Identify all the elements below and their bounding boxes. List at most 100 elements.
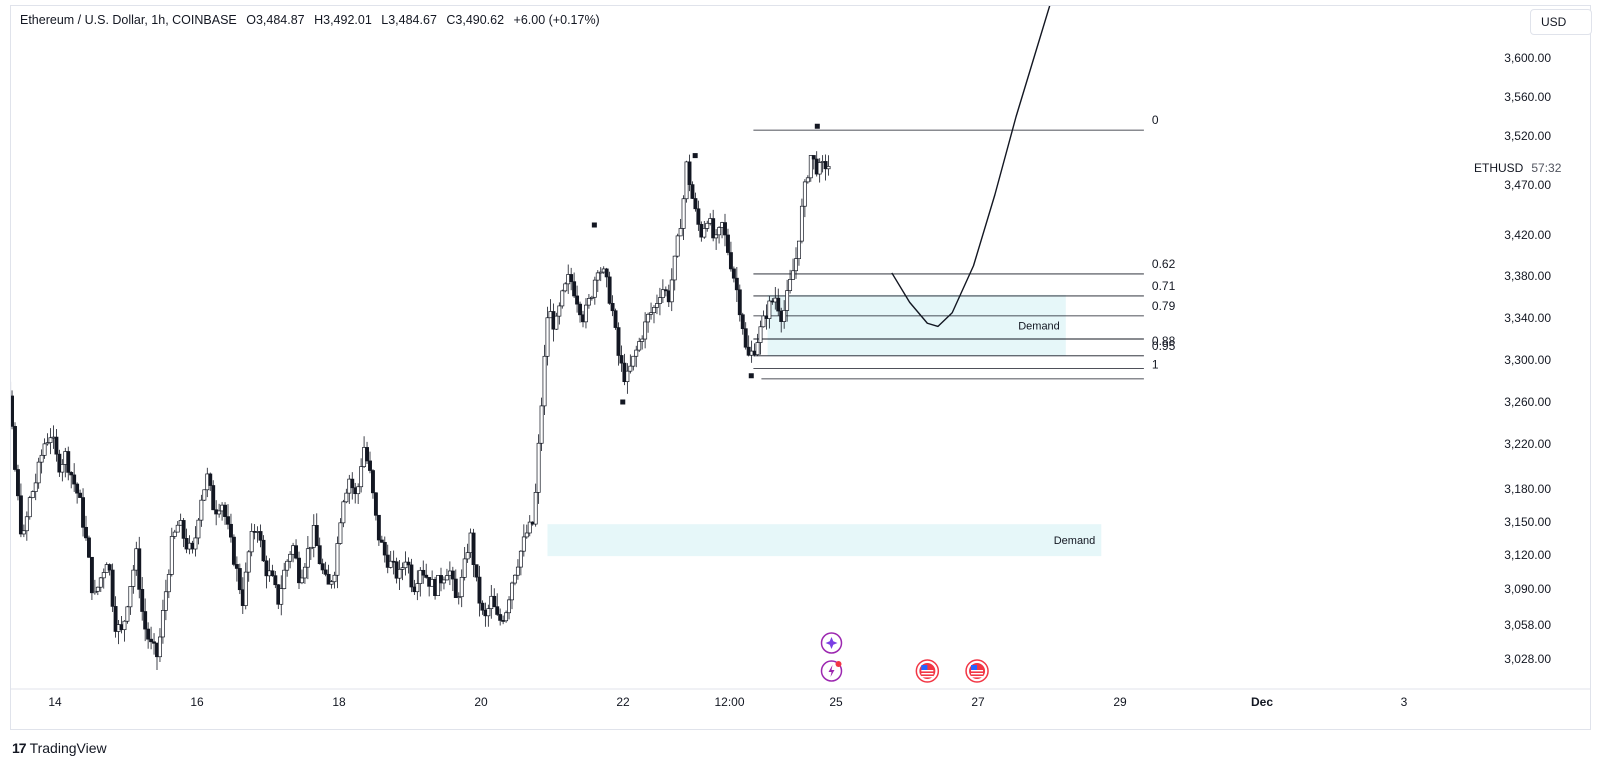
candle-body [628, 365, 633, 372]
candle-33 [75, 482, 80, 504]
candle-181 [513, 574, 517, 586]
candle-108 [297, 551, 301, 590]
candle-body [533, 492, 538, 525]
sparkle-shape [825, 637, 838, 649]
candle-body [169, 536, 174, 575]
swing-markers-layer [591, 123, 820, 405]
candle-258 [740, 312, 745, 335]
candle-119 [329, 580, 334, 589]
time-tick-label: 3 [1401, 695, 1408, 709]
candle-body [625, 370, 630, 383]
candle-body [507, 599, 511, 614]
candle-230 [657, 287, 662, 316]
candle-body [382, 542, 387, 556]
candle-body [258, 531, 263, 541]
candle-body [57, 453, 62, 473]
candle-body [158, 636, 162, 658]
candle-22 [42, 438, 47, 459]
candle-body [243, 571, 248, 606]
candle-242 [693, 192, 698, 212]
candle-body [714, 234, 719, 239]
candle-87 [234, 556, 239, 582]
swing-marker-4 [620, 399, 626, 405]
candle-body [13, 426, 17, 470]
candle-body [643, 321, 648, 340]
us-flag-event-icon[interactable] [965, 659, 989, 683]
candle-body [610, 302, 615, 312]
candle-body [60, 464, 65, 473]
candle-body [113, 606, 118, 632]
candle-body [767, 300, 772, 319]
candle-61 [158, 628, 162, 663]
candle-body [731, 268, 736, 279]
candle-body [92, 590, 97, 594]
candle-body [799, 205, 804, 242]
candle-99 [270, 564, 275, 577]
candle-39 [92, 579, 97, 595]
candle-209 [595, 270, 600, 293]
candle-body [42, 443, 47, 456]
tradingview-brand[interactable]: 17 TradingView [12, 740, 107, 756]
candle-184 [521, 524, 526, 557]
candle-body [702, 228, 707, 238]
lightning-shape [828, 665, 835, 677]
candle-44 [107, 563, 112, 576]
candle-body [811, 155, 816, 160]
candle-148 [415, 570, 420, 601]
lightning-event-icon[interactable] [820, 660, 843, 682]
candle-body [515, 566, 520, 576]
candle-238 [681, 195, 686, 240]
candle-body [652, 307, 656, 314]
candle-body [542, 355, 547, 407]
candle-body [326, 573, 331, 585]
candle-168 [474, 564, 479, 582]
candle-body [687, 161, 692, 185]
candle-body [518, 550, 523, 568]
candle-body [586, 298, 591, 306]
candle-body [237, 568, 242, 591]
sparkle-event-icon[interactable] [820, 632, 843, 654]
candle-151 [424, 563, 429, 579]
candle-198 [563, 282, 568, 293]
candle-body [335, 543, 340, 576]
candle-195 [554, 312, 559, 330]
candle-110 [302, 563, 307, 584]
flag-stripe [921, 676, 934, 678]
event-dot [835, 661, 842, 667]
candle-205 [584, 298, 588, 329]
candle-body [89, 556, 94, 594]
candle-36 [84, 515, 88, 541]
candle-248 [711, 209, 716, 242]
candle-63 [163, 579, 168, 621]
candle-201 [572, 272, 577, 298]
candle-body [101, 572, 106, 579]
candle-body [166, 574, 171, 593]
candle-42 [101, 568, 106, 589]
fib-label-2: 0.71 [1152, 279, 1176, 293]
candle-178 [504, 610, 509, 623]
candle-19 [33, 473, 38, 501]
brand-name: TradingView [29, 740, 107, 756]
candle-body [45, 442, 50, 445]
flag-stripe [971, 673, 984, 675]
us-flag-event-icon[interactable] [915, 659, 940, 683]
flag-stripe [971, 670, 984, 672]
price-chart[interactable]: Demand Demand 0 0.62 0.71 0.79 0.880.95 1 3,60… [11, 6, 1590, 729]
candle-body [616, 327, 621, 356]
candle-162 [456, 592, 461, 605]
candle-254 [728, 241, 733, 272]
candle-164 [462, 546, 467, 581]
candle-body [649, 312, 653, 315]
candle-body [415, 583, 420, 593]
candle-body [24, 516, 29, 532]
candle-32 [72, 463, 77, 492]
candle-91 [246, 550, 251, 582]
candle-body [696, 208, 701, 225]
candle-257 [737, 284, 742, 322]
candle-64 [166, 569, 171, 599]
candle-body [264, 560, 269, 577]
candle-body [193, 537, 198, 550]
candle-body [308, 546, 313, 550]
candle-202 [575, 285, 580, 313]
currency-button[interactable]: USD [1530, 9, 1592, 35]
